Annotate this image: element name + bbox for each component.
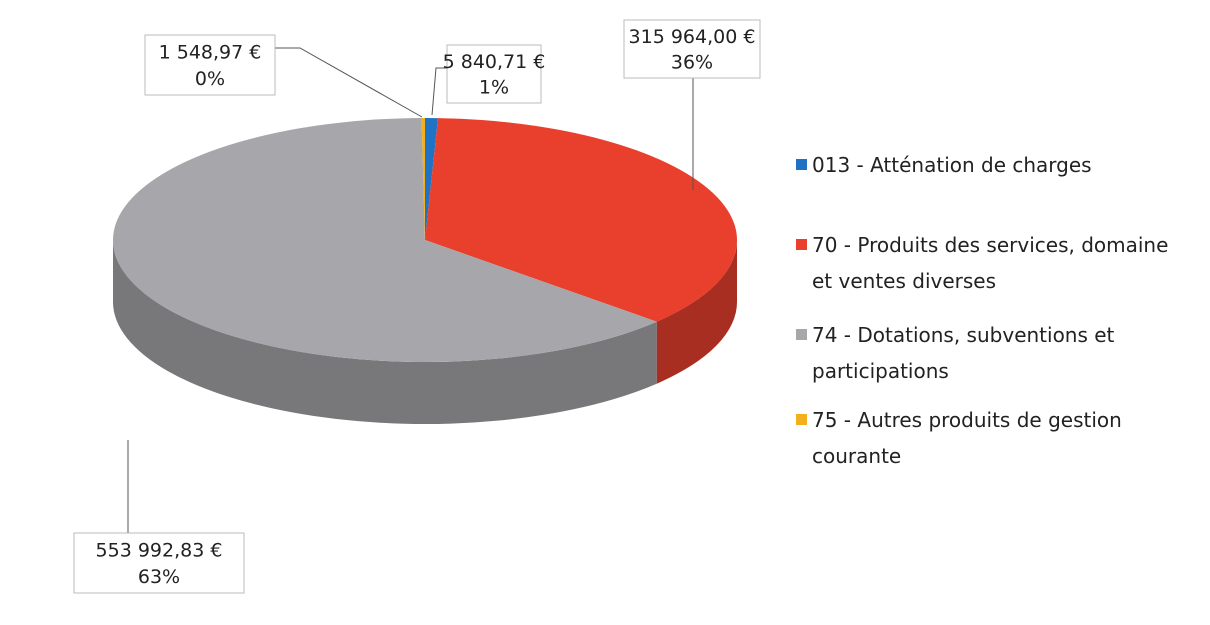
- legend-swatch: [796, 239, 807, 250]
- legend-item: 013 - Atténation de charges: [796, 147, 1184, 183]
- legend-swatch: [796, 159, 807, 170]
- legend-item: 74 - Dotations, subventions et participa…: [796, 317, 1184, 389]
- label-box: [446, 44, 542, 104]
- legend-item: 70 - Produits des services, domaine et v…: [796, 227, 1184, 299]
- percent-label: 63%: [138, 566, 180, 588]
- label-box: [623, 19, 761, 79]
- label-box: [73, 532, 245, 594]
- legend-swatch: [796, 414, 807, 425]
- value-label: 315 964,00 €: [629, 26, 756, 48]
- legend-label: 013 - Atténation de charges: [812, 153, 1092, 177]
- legend-label: 75 - Autres produits de gestion courante: [812, 408, 1122, 468]
- legend-label: 74 - Dotations, subventions et participa…: [812, 323, 1115, 383]
- legend-label: 70 - Produits des services, domaine et v…: [812, 233, 1169, 293]
- slice-side: [656, 240, 737, 384]
- value-label: 5 840,71 €: [443, 51, 546, 73]
- slice: [421, 118, 425, 240]
- value-label: 553 992,83 €: [96, 540, 223, 562]
- leader-line: [275, 47, 423, 118]
- slice: [425, 118, 737, 322]
- leader-line: [431, 67, 447, 116]
- percent-label: 1%: [479, 76, 509, 98]
- slice: [112, 118, 657, 362]
- slice: [425, 118, 439, 240]
- value-label: 1 548,97 €: [159, 42, 262, 64]
- legend-swatch: [796, 329, 807, 340]
- percent-label: 36%: [671, 51, 713, 73]
- pie-chart: 5 840,71 € 1% 315 964,00 € 36% 553 992,83 € 6…: [73, 19, 761, 594]
- legend-item: 75 - Autres produits de gestion courante: [796, 402, 1184, 474]
- label-box: [144, 34, 276, 96]
- slice-side: [113, 240, 657, 424]
- percent-label: 0%: [195, 68, 225, 90]
